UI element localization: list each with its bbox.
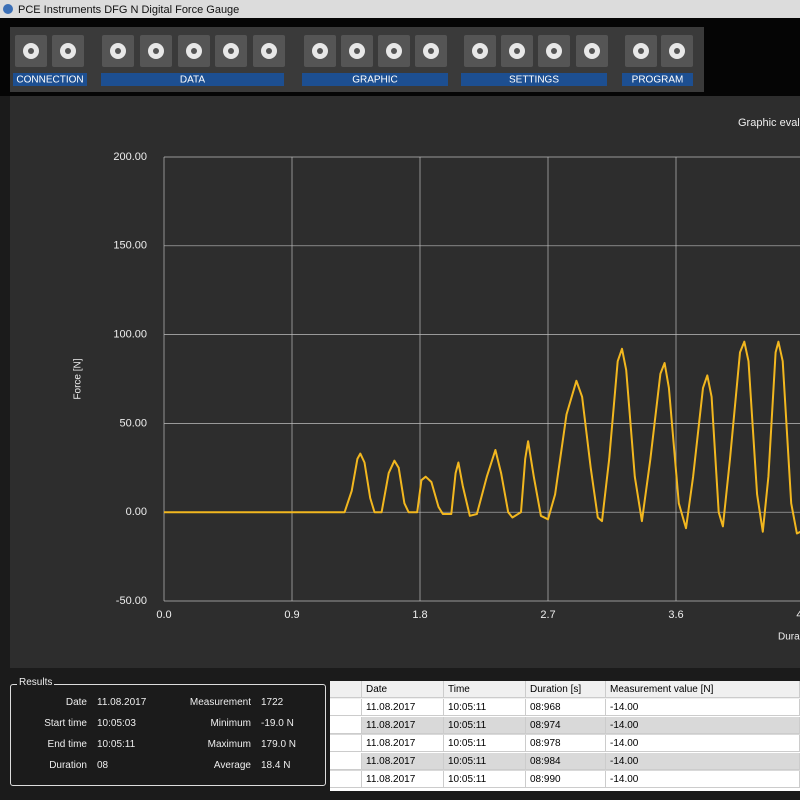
column-header: Duration [s] (526, 681, 606, 698)
button-icon-inner (477, 48, 483, 54)
row-selector (330, 753, 362, 770)
result-value: 11.08.2017 (97, 697, 146, 708)
table-cell: 10:05:11 (444, 771, 526, 788)
button-icon-inner (28, 48, 34, 54)
result-label: Date (11, 697, 87, 708)
button-icon-inner (674, 48, 680, 54)
result-value: 179.0 N (261, 739, 296, 750)
group-label: GRAPHIC (352, 75, 398, 86)
top-bar: PCE Instruments DFG N Digital Force Gaug… (0, 0, 800, 96)
column-header: Measurement value [N] (606, 681, 800, 698)
x-tick-label: 0.9 (284, 609, 299, 621)
table-cell: 11.08.2017 (362, 717, 444, 734)
row-selector (330, 771, 362, 788)
table-row: 11.08.201710:05:1108:984-14.00 (330, 753, 800, 771)
table-cell: 08:990 (526, 771, 606, 788)
table-cell: -14.00 (606, 717, 800, 734)
row-selector (330, 735, 362, 752)
table-row: 11.08.201710:05:1108:978-14.00 (330, 735, 800, 753)
table-cell: 10:05:11 (444, 753, 526, 770)
button-icon-inner (514, 48, 520, 54)
table-cell: 08:968 (526, 699, 606, 716)
column-header: Date (362, 681, 444, 698)
table-row: 11.08.201710:05:1108:990-14.00 (330, 771, 800, 789)
button-icon-inner (228, 48, 234, 54)
row-selector (330, 699, 362, 716)
table-cell: -14.00 (606, 699, 800, 716)
table-cell: -14.00 (606, 753, 800, 770)
button-icon-inner (115, 48, 121, 54)
table-row: 11.08.201710:05:1108:974-14.00 (330, 717, 800, 735)
results-panel: Results Date11.08.2017Start time10:05:03… (10, 684, 326, 786)
table-cell: 10:05:11 (444, 735, 526, 752)
result-value: 1722 (261, 697, 283, 708)
chart: Graphic evalu Force [N] Dura -50.00 0.00 5… (0, 96, 800, 668)
result-label: Measurement (175, 697, 251, 708)
y-tick-label: 0.00 (126, 506, 147, 518)
table-cell: 11.08.2017 (362, 735, 444, 752)
chart-title: Graphic evalu (738, 117, 800, 129)
x-axis-label: Dura (778, 632, 800, 643)
table-header: DateTimeDuration [s]Measurement value [N… (330, 681, 800, 699)
button-icon-inner (354, 48, 360, 54)
x-tick-label: 2.7 (540, 609, 555, 621)
table-cell: -14.00 (606, 771, 800, 788)
result-label: Average (175, 760, 251, 771)
table-cell: 11.08.2017 (362, 771, 444, 788)
result-value: -19.0 N (261, 718, 294, 729)
app-icon (3, 4, 13, 14)
result-label: Minimum (175, 718, 251, 729)
data-table: DateTimeDuration [s]Measurement value [N… (330, 681, 800, 791)
table-cell: 08:984 (526, 753, 606, 770)
y-axis-label: Force [N] (73, 358, 84, 399)
y-tick-label: 100.00 (113, 329, 147, 341)
result-label: Start time (11, 718, 87, 729)
results-legend: Results (17, 677, 54, 688)
table-cell: 08:978 (526, 735, 606, 752)
table-row: 11.08.201710:05:1108:968-14.00 (330, 699, 800, 717)
chart-panel (10, 96, 800, 668)
button-icon-inner (551, 48, 557, 54)
result-value: 08 (97, 760, 108, 771)
result-value: 10:05:11 (97, 739, 135, 750)
table-cell: 11.08.2017 (362, 699, 444, 716)
table-cell: 11.08.2017 (362, 753, 444, 770)
table-cell: -14.00 (606, 735, 800, 752)
group-label: CONNECTION (16, 75, 83, 86)
result-value: 18.4 N (261, 760, 290, 771)
result-label: Duration (11, 760, 87, 771)
button-icon-inner (638, 48, 644, 54)
result-value: 10:05:03 (97, 718, 136, 729)
y-tick-label: 150.00 (113, 240, 147, 252)
row-selector (330, 717, 362, 734)
y-tick-label: -50.00 (116, 595, 147, 607)
x-tick-label: 3.6 (668, 609, 683, 621)
x-tick-label: 1.8 (412, 609, 427, 621)
group-label: DATA (180, 75, 206, 86)
table-cell: 08:974 (526, 717, 606, 734)
table-cell: 10:05:11 (444, 717, 526, 734)
x-tick-label: 4.5 (796, 609, 800, 621)
group-label: PROGRAM (632, 75, 684, 86)
x-tick-label: 0.0 (156, 609, 171, 621)
button-icon-inner (317, 48, 323, 54)
button-icon-inner (65, 48, 71, 54)
button-icon-inner (391, 48, 397, 54)
table-cell: 10:05:11 (444, 699, 526, 716)
result-label: End time (11, 739, 87, 750)
y-tick-label: 50.00 (119, 417, 147, 429)
window-title: PCE Instruments DFG N Digital Force Gaug… (18, 4, 239, 16)
result-label: Maximum (175, 739, 251, 750)
column-header: Time (444, 681, 526, 698)
button-icon-inner (266, 48, 272, 54)
button-icon-inner (589, 48, 595, 54)
row-header-corner (330, 681, 362, 698)
y-tick-label: 200.00 (113, 151, 147, 163)
group-label: SETTINGS (509, 75, 559, 86)
button-icon-inner (191, 48, 197, 54)
button-icon-inner (153, 48, 159, 54)
button-icon-inner (428, 48, 434, 54)
